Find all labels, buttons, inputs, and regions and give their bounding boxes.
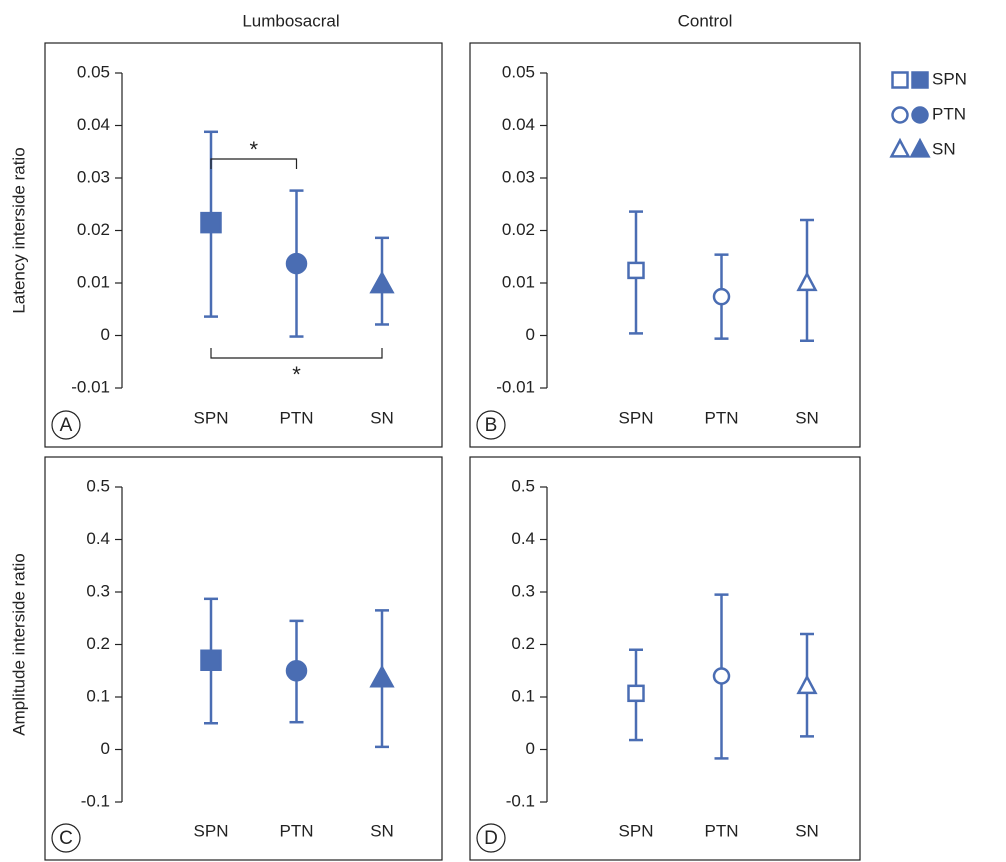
- panel-frame: [44, 42, 443, 448]
- legend-filled-marker: [909, 137, 931, 158]
- panel-letter-circle: [51, 410, 81, 440]
- y-tick-label: 0.2: [86, 634, 110, 653]
- x-tick-label: SPN: [194, 821, 229, 840]
- panel-letter-circle: [476, 410, 506, 440]
- column-title: Control: [678, 11, 733, 30]
- mean-marker: [200, 649, 222, 671]
- legend-open-marker: [891, 106, 909, 124]
- x-tick-label: PTN: [280, 821, 314, 840]
- x-tick-label: PTN: [280, 408, 314, 427]
- mean-marker: [285, 252, 308, 275]
- y-axis-label: Latency interside ratio: [9, 147, 28, 313]
- legend-label: SPN: [932, 69, 967, 88]
- mean-marker: [796, 271, 818, 292]
- mean-marker: [627, 261, 645, 280]
- mean-marker: [712, 287, 731, 306]
- y-axis-label: Amplitude interside ratio: [9, 553, 28, 735]
- y-tick-label: 0.2: [511, 634, 535, 653]
- y-tick-label: -0.1: [506, 791, 535, 810]
- y-tick-label: 0.3: [86, 581, 110, 600]
- significance-bracket: [210, 348, 383, 359]
- y-tick-label: 0.1: [86, 686, 110, 705]
- y-tick-label: 0.01: [502, 272, 535, 291]
- y-tick-label: 0.03: [77, 167, 110, 186]
- legend-open-marker: [889, 137, 911, 158]
- y-tick-label: 0.02: [77, 220, 110, 239]
- y-tick-label: 0: [101, 325, 110, 344]
- significance-mark: *: [292, 362, 301, 387]
- x-tick-label: SN: [370, 408, 394, 427]
- legend-filled-marker: [911, 71, 929, 89]
- mean-marker: [369, 270, 395, 294]
- y-tick-label: 0.1: [511, 686, 535, 705]
- y-tick-label: 0.05: [502, 62, 535, 81]
- mean-marker: [627, 684, 645, 703]
- x-tick-label: SPN: [619, 821, 654, 840]
- y-tick-label: 0.4: [86, 529, 110, 548]
- mean-marker: [285, 660, 308, 682]
- panel-letter: D: [484, 828, 498, 849]
- panel-frame: [469, 42, 861, 448]
- panel-frame: [469, 456, 861, 861]
- x-tick-label: PTN: [705, 408, 739, 427]
- panel-letter: C: [59, 828, 73, 849]
- y-tick-label: 0.02: [502, 220, 535, 239]
- mean-marker: [796, 674, 818, 695]
- legend-label: PTN: [932, 104, 966, 123]
- y-tick-label: 0.01: [77, 272, 110, 291]
- x-tick-label: SPN: [619, 408, 654, 427]
- panel-letter: B: [485, 415, 498, 436]
- y-tick-label: -0.01: [496, 377, 535, 396]
- x-tick-label: SN: [795, 408, 819, 427]
- mean-marker: [369, 664, 395, 688]
- y-tick-label: 0.5: [511, 476, 535, 495]
- panel-frame: [44, 456, 443, 861]
- legend-open-marker: [891, 71, 909, 89]
- x-tick-label: SN: [795, 821, 819, 840]
- mean-marker: [200, 211, 222, 234]
- significance-bracket: [210, 158, 298, 169]
- panel-letter-circle: [476, 823, 506, 853]
- y-tick-label: -0.01: [71, 377, 110, 396]
- legend-filled-marker: [911, 106, 929, 124]
- y-tick-label: 0.03: [502, 167, 535, 186]
- y-tick-label: -0.1: [81, 791, 110, 810]
- y-tick-label: 0.05: [77, 62, 110, 81]
- y-tick-label: 0.4: [511, 529, 535, 548]
- column-title: Lumbosacral: [242, 11, 339, 30]
- y-tick-label: 0.5: [86, 476, 110, 495]
- y-tick-label: 0: [526, 325, 535, 344]
- panel-letter: A: [60, 415, 73, 436]
- x-tick-label: SPN: [194, 408, 229, 427]
- x-tick-label: PTN: [705, 821, 739, 840]
- legend-label: SN: [932, 139, 956, 158]
- panel-letter-circle: [51, 823, 81, 853]
- mean-marker: [712, 667, 731, 685]
- y-tick-label: 0.3: [511, 581, 535, 600]
- x-tick-label: SN: [370, 821, 394, 840]
- y-tick-label: 0: [101, 739, 110, 758]
- y-tick-label: 0: [526, 739, 535, 758]
- y-tick-label: 0.04: [502, 115, 535, 134]
- significance-mark: *: [249, 137, 258, 162]
- y-tick-label: 0.04: [77, 115, 110, 134]
